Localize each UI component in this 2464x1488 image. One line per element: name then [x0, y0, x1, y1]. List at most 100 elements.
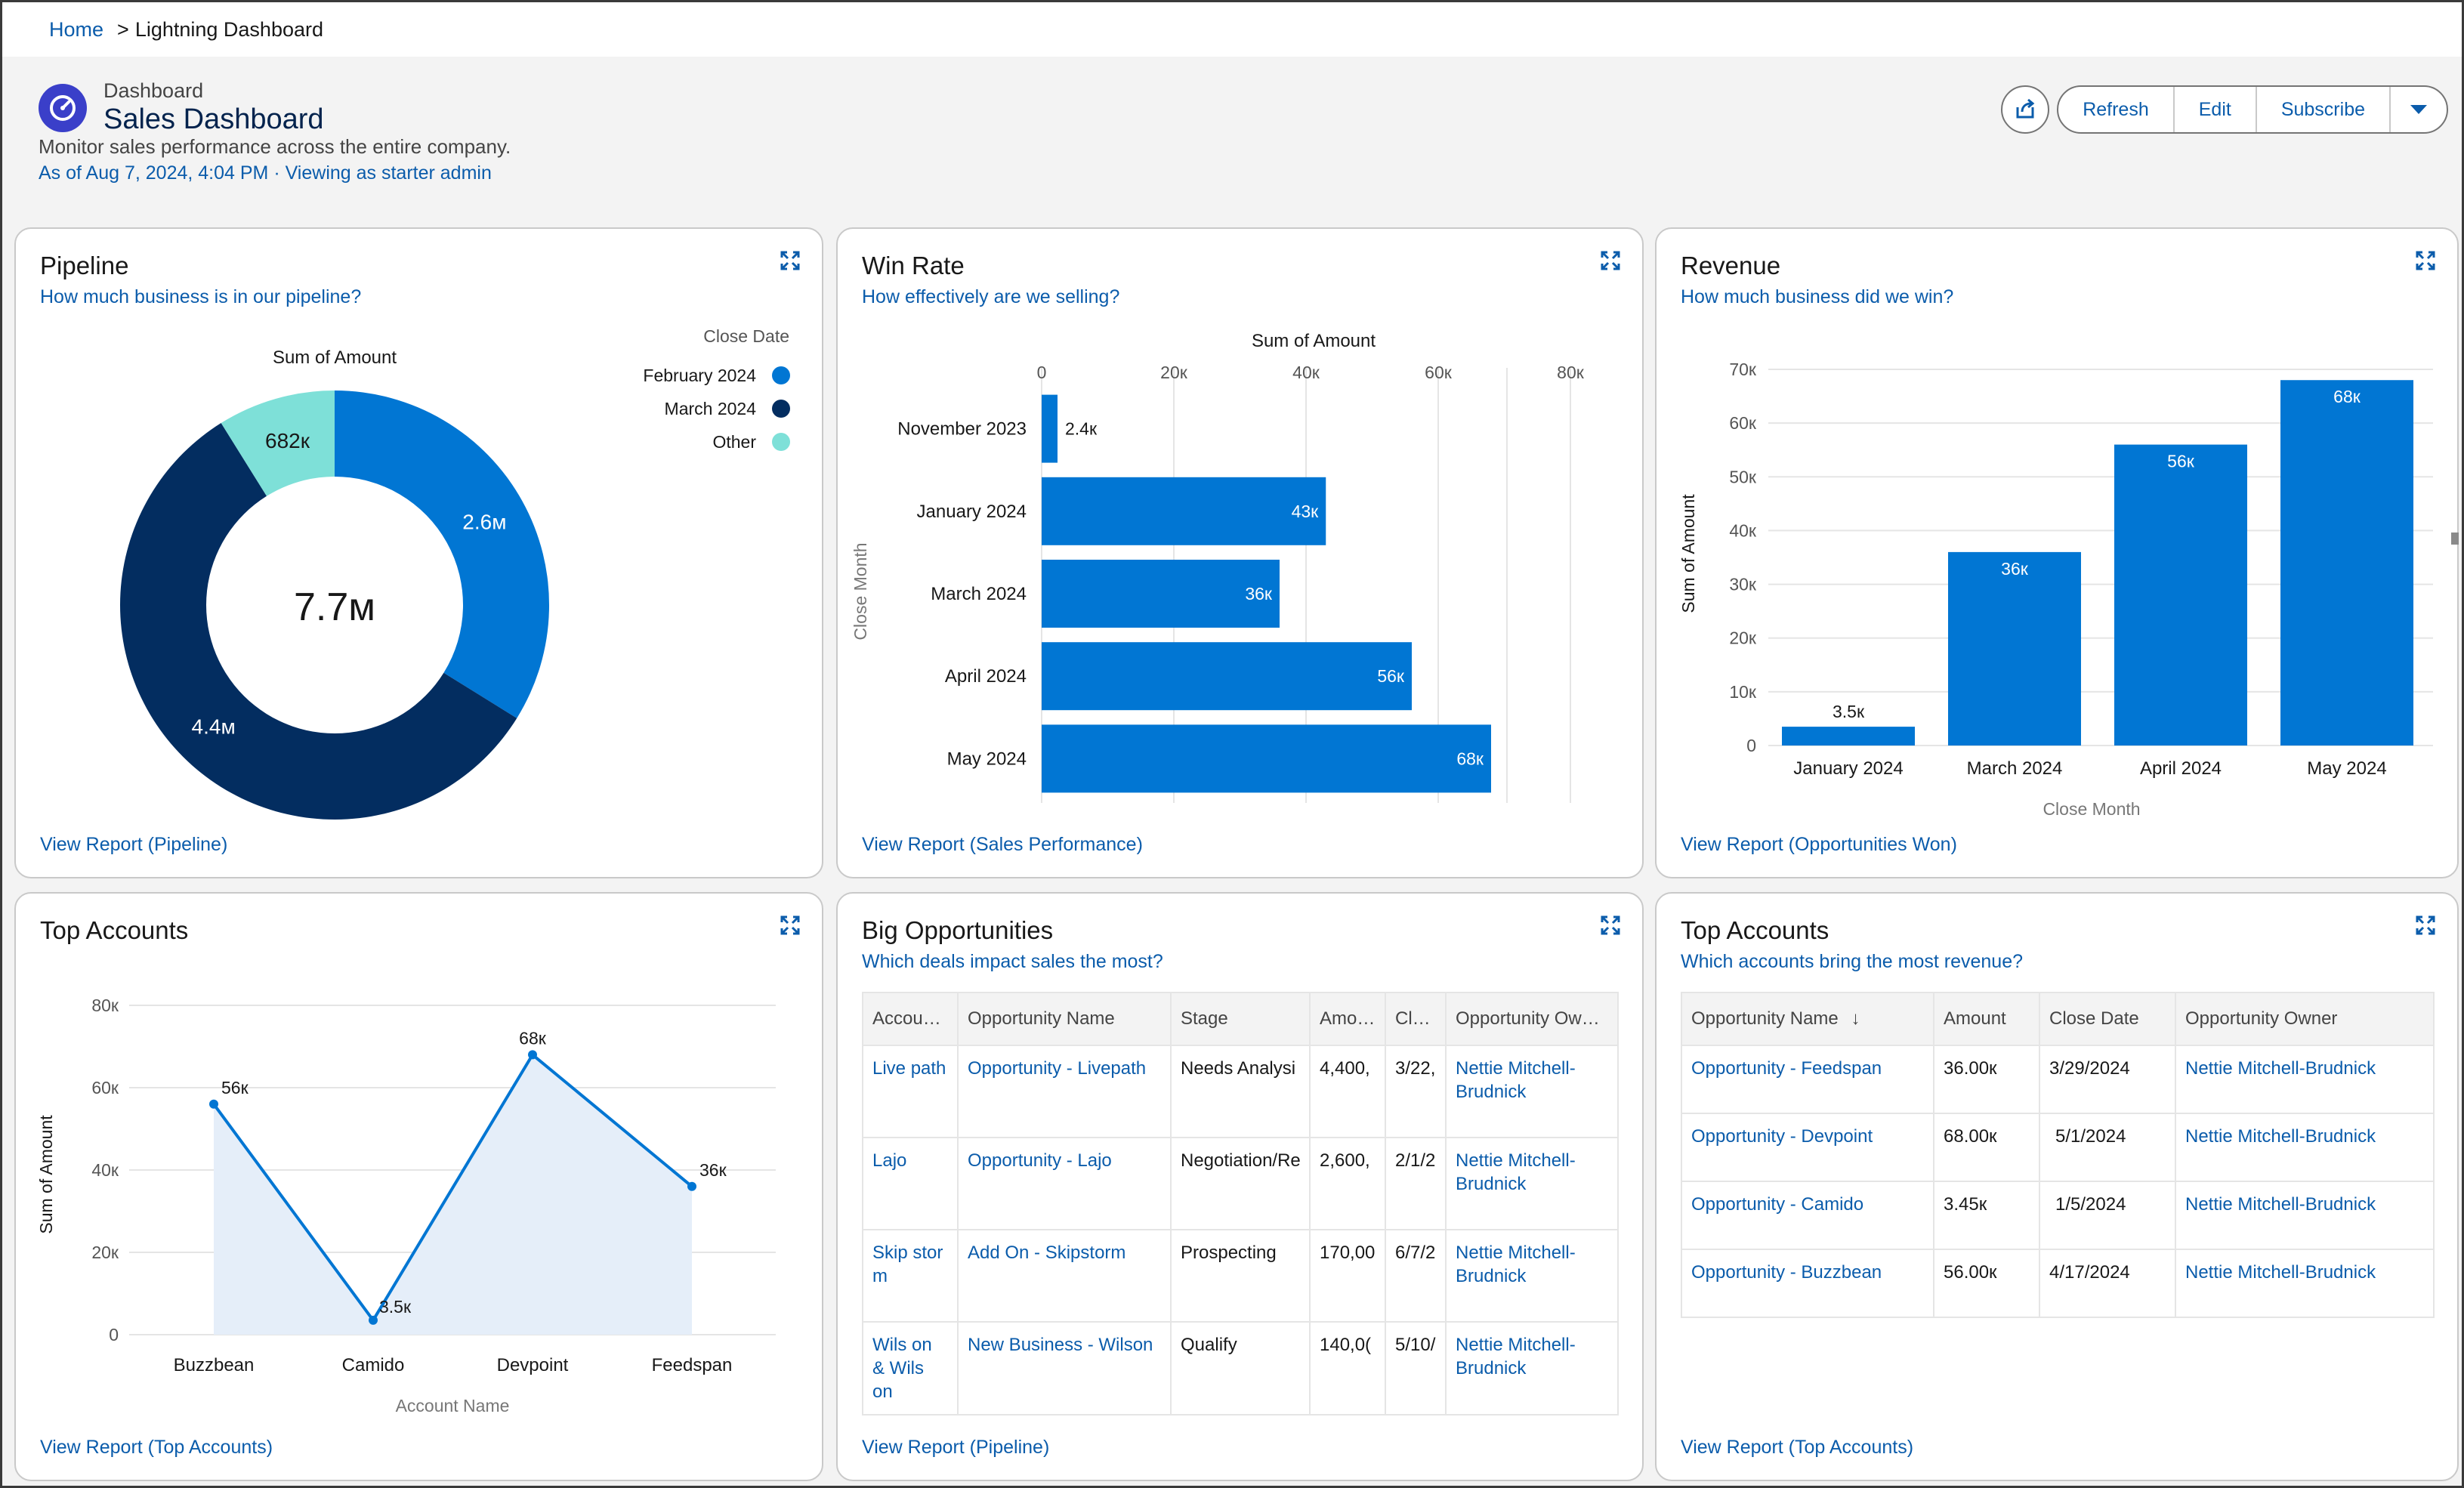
more-actions-button[interactable] — [2391, 87, 2447, 132]
breadcrumb-current: Lightning Dashboard — [134, 17, 323, 41]
owner-link[interactable]: Nettie Mitchell-Brudnick — [2175, 1249, 2435, 1318]
big-opportunities-table: Accou… Opportunity Name Stage Amo… Cl… O… — [862, 992, 1619, 1415]
legend-label: March 2024 — [665, 399, 757, 418]
y-tick-label: May 2024 — [947, 749, 1027, 769]
x-axis-title: Account Name — [396, 1396, 510, 1415]
x-tick-label: 20к — [1160, 363, 1188, 382]
bar — [1042, 724, 1491, 793]
x-tick-label: 0 — [1037, 363, 1047, 382]
opportunity-link[interactable]: Opportunity - Buzzbean — [1681, 1249, 1934, 1318]
owner-link[interactable]: Nettie Mitchell-Brudnick — [2175, 1181, 2435, 1250]
expand-icon[interactable] — [2415, 250, 2436, 271]
close-date-cell: 4/17/2024 — [2039, 1249, 2176, 1318]
breadcrumb: Home > Lightning Dashboard — [2, 2, 2462, 57]
bar — [1782, 727, 1915, 746]
account-link[interactable]: Wils on & Wils on — [862, 1321, 959, 1415]
x-tick-label: 60к — [1425, 363, 1453, 382]
revenue-card: Revenue How much business did we win? 0 1… — [1655, 227, 2459, 878]
opportunity-link[interactable]: Add On - Skipstorm — [957, 1229, 1172, 1323]
legend-label: Other — [712, 432, 756, 452]
owner-link[interactable]: Nettie Mitchell-Brudnick — [2175, 1045, 2435, 1114]
close-date-cell: 5/10/ — [1385, 1321, 1447, 1415]
view-report-link[interactable]: View Report (Sales Performance) — [862, 834, 1143, 855]
expand-icon[interactable] — [2415, 915, 2436, 936]
page-description: Monitor sales performance across the ent… — [39, 135, 511, 158]
bar — [1042, 477, 1326, 545]
view-report-link[interactable]: View Report (Pipeline) — [862, 1437, 1058, 1459]
amount-cell: 3.45к — [1933, 1181, 2040, 1250]
x-axis-title: Close Month — [2043, 799, 2140, 819]
share-button[interactable] — [2001, 85, 2050, 134]
top-accounts-line-chart: 0 20к 40к 60к 80к 56к Buzzbean 3.5к Camido 68к Dev… — [36, 996, 776, 1415]
x-tick-label: Devpoint — [497, 1355, 569, 1375]
close-date-cell: 3/29/2024 — [2039, 1045, 2176, 1114]
column-header-opportunity-name[interactable]: Opportunity Name — [957, 992, 1172, 1046]
bar — [1042, 394, 1058, 463]
slice-data-label: 2.6м — [462, 511, 506, 534]
table-row: Opportunity - Feedspan 36.00к 3/29/2024 … — [1681, 1045, 2435, 1114]
opportunity-link[interactable]: Opportunity - Camido — [1681, 1181, 1934, 1250]
card-subtitle: How much business is in our pipeline? — [40, 286, 362, 307]
column-header-opportunity-owner[interactable]: Opportunity Ow… — [1445, 992, 1619, 1046]
owner-link[interactable]: Nettie Mitchell-Brudnick — [1445, 1045, 1619, 1138]
y-tick-label: 10к — [1729, 682, 1757, 702]
donut-center-total: 7.7м — [294, 585, 375, 629]
view-report-link[interactable]: View Report (Opportunities Won) — [1681, 834, 1957, 855]
expand-icon[interactable] — [780, 250, 801, 271]
point-data-label: 68к — [519, 1028, 547, 1048]
opportunity-link[interactable]: Opportunity - Devpoint — [1681, 1113, 1934, 1182]
account-link[interactable]: Live path — [862, 1045, 959, 1138]
expand-icon[interactable] — [780, 915, 801, 936]
edit-button[interactable]: Edit — [2175, 87, 2257, 132]
chevron-down-icon — [2410, 105, 2427, 114]
table-header-row: Accou… Opportunity Name Stage Amo… Cl… O… — [862, 992, 1619, 1046]
x-tick-label: 40к — [1292, 363, 1320, 382]
column-header-opportunity-owner[interactable]: Opportunity Owner — [2175, 992, 2435, 1046]
refresh-button[interactable]: Refresh — [2058, 87, 2175, 132]
breadcrumb-home-link[interactable]: Home — [49, 17, 104, 41]
column-header-amount[interactable]: Amo… — [1309, 992, 1386, 1046]
opportunity-link[interactable]: Opportunity - Lajo — [957, 1137, 1172, 1230]
opportunity-link[interactable]: New Business - Wilson — [957, 1321, 1172, 1415]
y-tick-label: April 2024 — [945, 666, 1027, 687]
owner-link[interactable]: Nettie Mitchell-Brudnick — [1445, 1137, 1619, 1230]
account-link[interactable]: Skip stor m — [862, 1229, 959, 1323]
view-report-link[interactable]: View Report (Top Accounts) — [40, 1437, 273, 1458]
expand-icon[interactable] — [1600, 250, 1621, 271]
scroll-handle[interactable] — [2451, 533, 2459, 545]
view-report-link[interactable]: View Report (Top Accounts) — [1681, 1437, 1914, 1458]
column-header-opportunity-name[interactable]: Opportunity Name ↓ — [1681, 992, 1934, 1046]
y-tick-label: 40к — [91, 1160, 119, 1180]
bar-data-label: 3.5к — [1833, 702, 1865, 721]
bar — [1042, 642, 1412, 711]
series-line — [212, 1052, 693, 1323]
subscribe-button[interactable]: Subscribe — [2257, 87, 2391, 132]
owner-link[interactable]: Nettie Mitchell-Brudnick — [2175, 1113, 2435, 1182]
y-axis-title: Sum of Amount — [36, 1115, 56, 1234]
card-title: Top Accounts — [1681, 916, 1829, 944]
stage-cell: Prospecting — [1170, 1229, 1311, 1323]
view-report-link[interactable]: View Report (Pipeline) — [40, 834, 228, 855]
column-header-account[interactable]: Accou… — [862, 992, 959, 1046]
refresh-timestamp[interactable]: As of Aug 7, 2024, 4:04 PM · Viewing as … — [39, 162, 492, 184]
bar — [2114, 444, 2247, 746]
column-header-amount[interactable]: Amount — [1933, 992, 2040, 1046]
expand-icon[interactable] — [1600, 915, 1621, 936]
owner-link[interactable]: Nettie Mitchell-Brudnick — [1445, 1321, 1619, 1415]
column-header-close-date[interactable]: Cl… — [1385, 992, 1447, 1046]
point-data-label: 56к — [221, 1078, 249, 1097]
data-point — [209, 1099, 218, 1109]
y-tick-label: 20к — [91, 1243, 119, 1262]
opportunity-link[interactable]: Opportunity - Feedspan — [1681, 1045, 1934, 1114]
opportunity-link[interactable]: Opportunity - Livepath — [957, 1045, 1172, 1138]
revenue-column-chart: 0 10к 20к 30к 40к 50к 60к 70к 3.5к January 2024 36… — [1678, 360, 2433, 819]
owner-link[interactable]: Nettie Mitchell-Brudnick — [1445, 1229, 1619, 1323]
amount-cell: 2,600, — [1309, 1137, 1386, 1230]
column-header-close-date[interactable]: Close Date — [2039, 992, 2176, 1046]
amount-cell: 140,0( — [1309, 1321, 1386, 1415]
x-tick-label: January 2024 — [1793, 758, 1903, 779]
column-header-stage[interactable]: Stage — [1170, 992, 1311, 1046]
account-link[interactable]: Lajo — [862, 1137, 959, 1230]
x-tick-label: 80к — [1557, 363, 1585, 382]
table-row: Lajo Opportunity - Lajo Negotiation/Re 2… — [862, 1137, 1619, 1230]
